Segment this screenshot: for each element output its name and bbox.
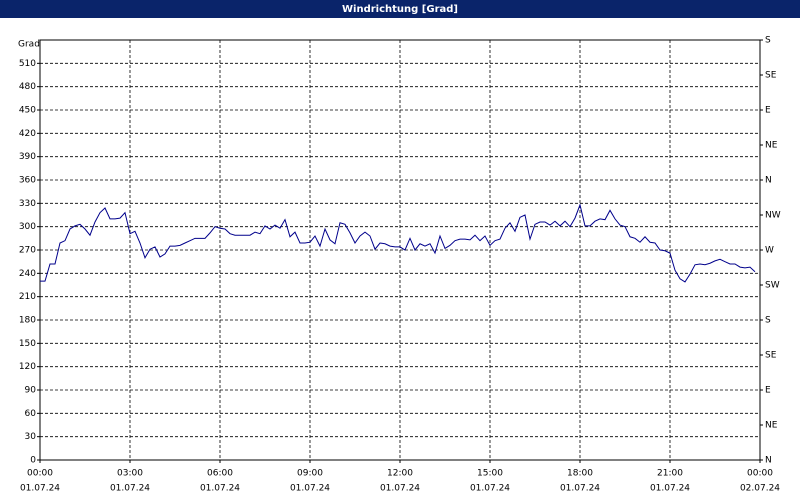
y-tick-label: 270 xyxy=(19,246,36,256)
x-tick-date: 01.07.24 xyxy=(290,484,330,494)
y2-tick-label: N xyxy=(765,176,772,186)
y2-tick-label: E xyxy=(765,386,771,396)
x-tick-label: 09:00 xyxy=(297,469,323,479)
y2-tick-label: SW xyxy=(765,281,780,291)
y-tick-label: 420 xyxy=(19,129,36,139)
y-tick-label: 450 xyxy=(19,106,36,116)
y-tick-label: 210 xyxy=(19,292,36,302)
y2-tick-label: S xyxy=(765,316,771,326)
y2-tick-label: SE xyxy=(765,71,777,81)
x-tick-label: 21:00 xyxy=(657,469,683,479)
y2-tick-label: SE xyxy=(765,351,777,361)
x-tick-label: 03:00 xyxy=(117,469,143,479)
y-tick-label: 390 xyxy=(19,152,36,162)
y2-tick-label: W xyxy=(765,246,774,256)
y-tick-label: 120 xyxy=(19,362,36,372)
y2-tick-label: N xyxy=(765,456,772,466)
x-tick-date: 01.07.24 xyxy=(470,484,510,494)
chart-title: Windrichtung [Grad] xyxy=(342,4,458,15)
x-tick-label: 18:00 xyxy=(567,469,593,479)
y2-tick-label: NE xyxy=(765,421,778,431)
x-tick-label: 12:00 xyxy=(387,469,413,479)
y-tick-label: 510 xyxy=(19,59,36,69)
y-axis-label: Grad xyxy=(18,40,40,50)
y-tick-label: 30 xyxy=(25,432,37,442)
x-tick-label: 15:00 xyxy=(477,469,503,479)
y-tick-label: 90 xyxy=(25,386,37,396)
x-tick-label: 00:00 xyxy=(27,469,53,479)
y-tick-label: 150 xyxy=(19,339,36,349)
y-tick-label: 240 xyxy=(19,269,36,279)
data-line xyxy=(40,203,756,283)
title-bar xyxy=(0,0,800,18)
y-tick-label: 480 xyxy=(19,82,36,92)
x-tick-date: 02.07.24 xyxy=(740,484,780,494)
y-tick-label: 330 xyxy=(19,199,36,209)
y2-tick-label: NE xyxy=(765,141,778,151)
x-tick-date: 01.07.24 xyxy=(20,484,60,494)
x-tick-date: 01.07.24 xyxy=(110,484,150,494)
y-tick-label: 0 xyxy=(30,456,36,466)
x-tick-label: 00:00 xyxy=(747,469,773,479)
x-tick-date: 01.07.24 xyxy=(380,484,420,494)
x-tick-date: 01.07.24 xyxy=(200,484,240,494)
y2-tick-label: E xyxy=(765,106,771,116)
x-tick-date: 01.07.24 xyxy=(560,484,600,494)
y-tick-label: 360 xyxy=(19,176,36,186)
x-tick-date: 01.07.24 xyxy=(650,484,690,494)
y2-tick-label: S xyxy=(765,36,771,46)
y-tick-label: 180 xyxy=(19,316,36,326)
y2-tick-label: NW xyxy=(765,211,781,221)
x-tick-label: 06:00 xyxy=(207,469,233,479)
y-tick-label: 60 xyxy=(25,409,37,419)
y-tick-label: 300 xyxy=(19,222,36,232)
